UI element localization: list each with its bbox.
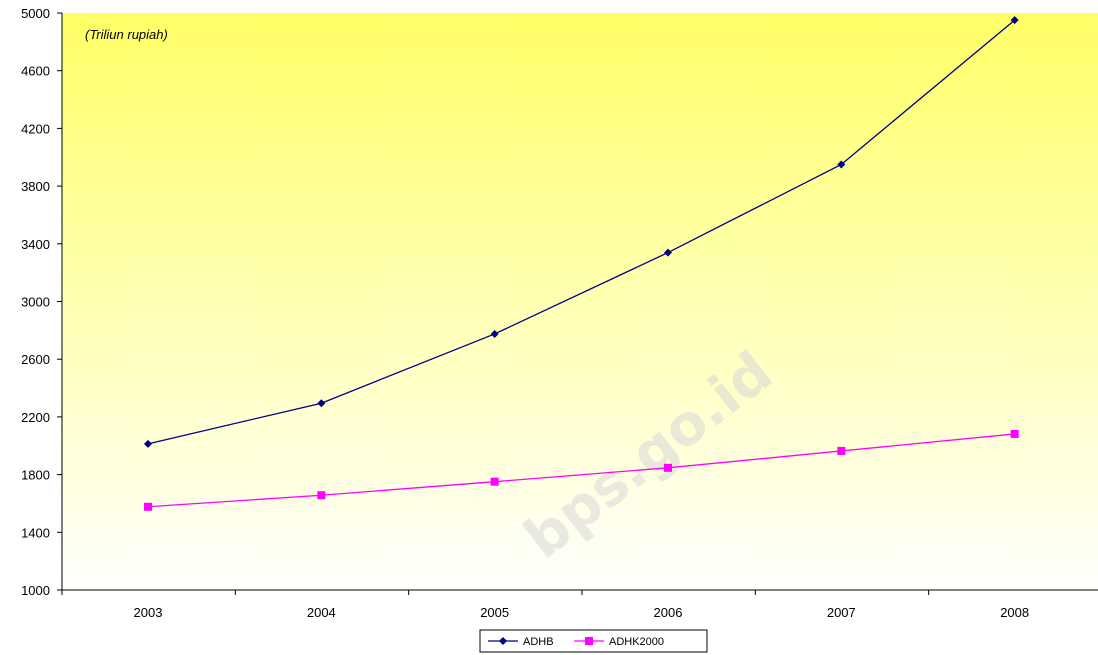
legend-label: ADHK2000 [609, 636, 664, 648]
y-tick-label: 4600 [21, 64, 50, 79]
y-tick-label: 5000 [21, 6, 50, 21]
y-tick-label: 3400 [21, 237, 50, 252]
x-tick-label: 2005 [480, 605, 509, 620]
data-point [317, 491, 326, 500]
y-tick-label: 2200 [21, 410, 50, 425]
data-point [144, 439, 152, 448]
data-point [663, 248, 672, 257]
y-tick-label: 1000 [21, 583, 50, 598]
data-point [317, 399, 326, 408]
x-tick-label: 2007 [827, 605, 856, 620]
series-line [147, 433, 1015, 508]
data-point [837, 446, 846, 455]
y-tick-label: 3800 [21, 179, 50, 194]
series-adhk2000 [144, 429, 1019, 511]
y-tick-label: 1800 [21, 468, 50, 483]
series-line [147, 19, 1016, 445]
data-point [144, 502, 152, 511]
data-point [1010, 429, 1019, 438]
x-tick-label: 2006 [654, 605, 683, 620]
y-tick-label: 4200 [21, 121, 50, 136]
legend-marker [585, 637, 593, 645]
data-point [490, 477, 499, 486]
plot-area [62, 13, 1098, 590]
x-tick-label: 2003 [134, 605, 163, 620]
data-point [663, 463, 672, 472]
y-tick-label: 3000 [21, 295, 50, 310]
legend-marker [499, 637, 507, 645]
data-point [490, 329, 499, 338]
unit-note: (Triliun rupiah) [85, 27, 168, 42]
data-point [1010, 16, 1019, 25]
y-tick-label: 1400 [21, 525, 50, 540]
y-tick-label: 2600 [21, 352, 50, 367]
legend-label: ADHB [523, 636, 554, 648]
x-tick-label: 2004 [307, 605, 336, 620]
series-adhb [144, 16, 1019, 448]
x-tick-label: 2008 [1000, 605, 1029, 620]
data-point [837, 160, 846, 169]
